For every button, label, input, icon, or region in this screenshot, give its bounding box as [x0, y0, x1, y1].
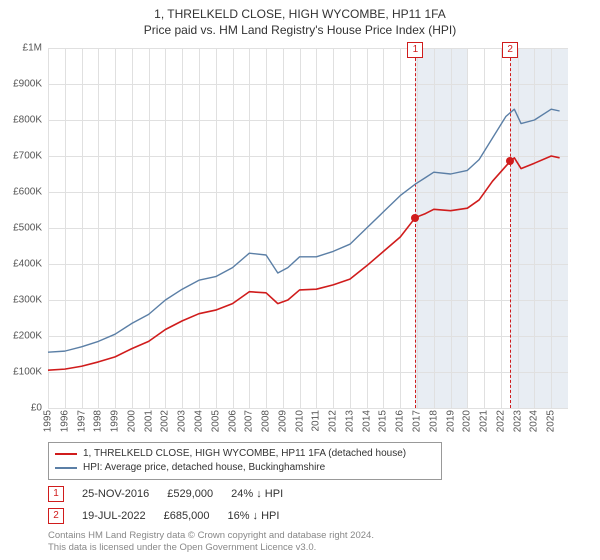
sale-marker-2: 2	[48, 508, 64, 524]
x-tick-label: 2024	[529, 410, 540, 432]
sale-row-2: 2 19-JUL-2022 £685,000 16% ↓ HPI	[48, 508, 568, 524]
x-tick-label: 1995	[43, 410, 54, 432]
title-line-1: 1, THRELKELD CLOSE, HIGH WYCOMBE, HP11 1…	[0, 6, 600, 22]
sale-marker-1: 1	[48, 486, 64, 502]
legend-swatch-hpi	[55, 467, 77, 469]
y-tick-label: £800K	[0, 115, 42, 126]
title-line-2: Price paid vs. HM Land Registry's House …	[0, 22, 600, 38]
legend-row-hpi: HPI: Average price, detached house, Buck…	[55, 461, 435, 475]
x-tick-label: 2000	[126, 410, 137, 432]
y-tick-label: £500K	[0, 223, 42, 234]
sale-date-2: 19-JUL-2022	[82, 510, 146, 522]
sale-delta-1: 24% ↓ HPI	[231, 488, 283, 500]
y-tick-label: £300K	[0, 295, 42, 306]
sale-dot	[506, 157, 514, 165]
footnote-line-1: Contains HM Land Registry data © Crown c…	[48, 530, 568, 542]
x-tick-label: 1997	[76, 410, 87, 432]
y-tick-label: £100K	[0, 367, 42, 378]
y-tick-label: £900K	[0, 79, 42, 90]
x-tick-label: 2006	[227, 410, 238, 432]
footnote-line-2: This data is licensed under the Open Gov…	[48, 542, 568, 554]
x-tick-label: 2013	[344, 410, 355, 432]
legend-and-footer: 1, THRELKELD CLOSE, HIGH WYCOMBE, HP11 1…	[48, 442, 568, 555]
x-tick-label: 2020	[462, 410, 473, 432]
x-tick-label: 2009	[277, 410, 288, 432]
line-plot	[48, 48, 568, 408]
sale-price-1: £529,000	[167, 488, 213, 500]
gridline-h	[48, 408, 568, 409]
x-tick-label: 2025	[546, 410, 557, 432]
x-tick-label: 2016	[395, 410, 406, 432]
footnote: Contains HM Land Registry data © Crown c…	[48, 530, 568, 555]
y-tick-label: £600K	[0, 187, 42, 198]
x-tick-label: 2019	[445, 410, 456, 432]
series-property	[48, 156, 560, 370]
x-tick-label: 2001	[143, 410, 154, 432]
legend-box: 1, THRELKELD CLOSE, HIGH WYCOMBE, HP11 1…	[48, 442, 442, 480]
y-tick-label: £700K	[0, 151, 42, 162]
legend-swatch-property	[55, 453, 77, 455]
sale-date-1: 25-NOV-2016	[82, 488, 149, 500]
x-tick-label: 2005	[210, 410, 221, 432]
x-tick-label: 2021	[479, 410, 490, 432]
title-block: 1, THRELKELD CLOSE, HIGH WYCOMBE, HP11 1…	[0, 0, 600, 38]
sale-price-2: £685,000	[164, 510, 210, 522]
legend-row-property: 1, THRELKELD CLOSE, HIGH WYCOMBE, HP11 1…	[55, 447, 435, 461]
sale-row-1: 1 25-NOV-2016 £529,000 24% ↓ HPI	[48, 486, 568, 502]
chart-container: 1, THRELKELD CLOSE, HIGH WYCOMBE, HP11 1…	[0, 0, 600, 560]
y-tick-label: £200K	[0, 331, 42, 342]
x-tick-label: 2011	[311, 410, 322, 432]
x-tick-label: 2003	[177, 410, 188, 432]
x-tick-label: 2007	[244, 410, 255, 432]
x-tick-label: 2017	[412, 410, 423, 432]
x-tick-label: 2015	[378, 410, 389, 432]
x-tick-label: 2008	[261, 410, 272, 432]
legend-label-property: 1, THRELKELD CLOSE, HIGH WYCOMBE, HP11 1…	[83, 447, 406, 461]
x-tick-label: 1996	[59, 410, 70, 432]
x-tick-label: 2023	[512, 410, 523, 432]
y-tick-label: £0	[0, 403, 42, 414]
x-tick-label: 2002	[160, 410, 171, 432]
chart-area: £0£100K£200K£300K£400K£500K£600K£700K£80…	[48, 48, 568, 408]
x-tick-label: 2014	[361, 410, 372, 432]
y-tick-label: £1M	[0, 43, 42, 54]
sale-dot	[411, 214, 419, 222]
x-tick-label: 2010	[294, 410, 305, 432]
series-hpi	[48, 109, 560, 352]
x-tick-label: 2012	[328, 410, 339, 432]
x-tick-label: 2004	[193, 410, 204, 432]
legend-label-hpi: HPI: Average price, detached house, Buck…	[83, 461, 325, 475]
y-tick-label: £400K	[0, 259, 42, 270]
x-tick-label: 2018	[428, 410, 439, 432]
sale-delta-2: 16% ↓ HPI	[227, 510, 279, 522]
x-tick-label: 2022	[495, 410, 506, 432]
x-tick-label: 1999	[110, 410, 121, 432]
x-tick-label: 1998	[93, 410, 104, 432]
